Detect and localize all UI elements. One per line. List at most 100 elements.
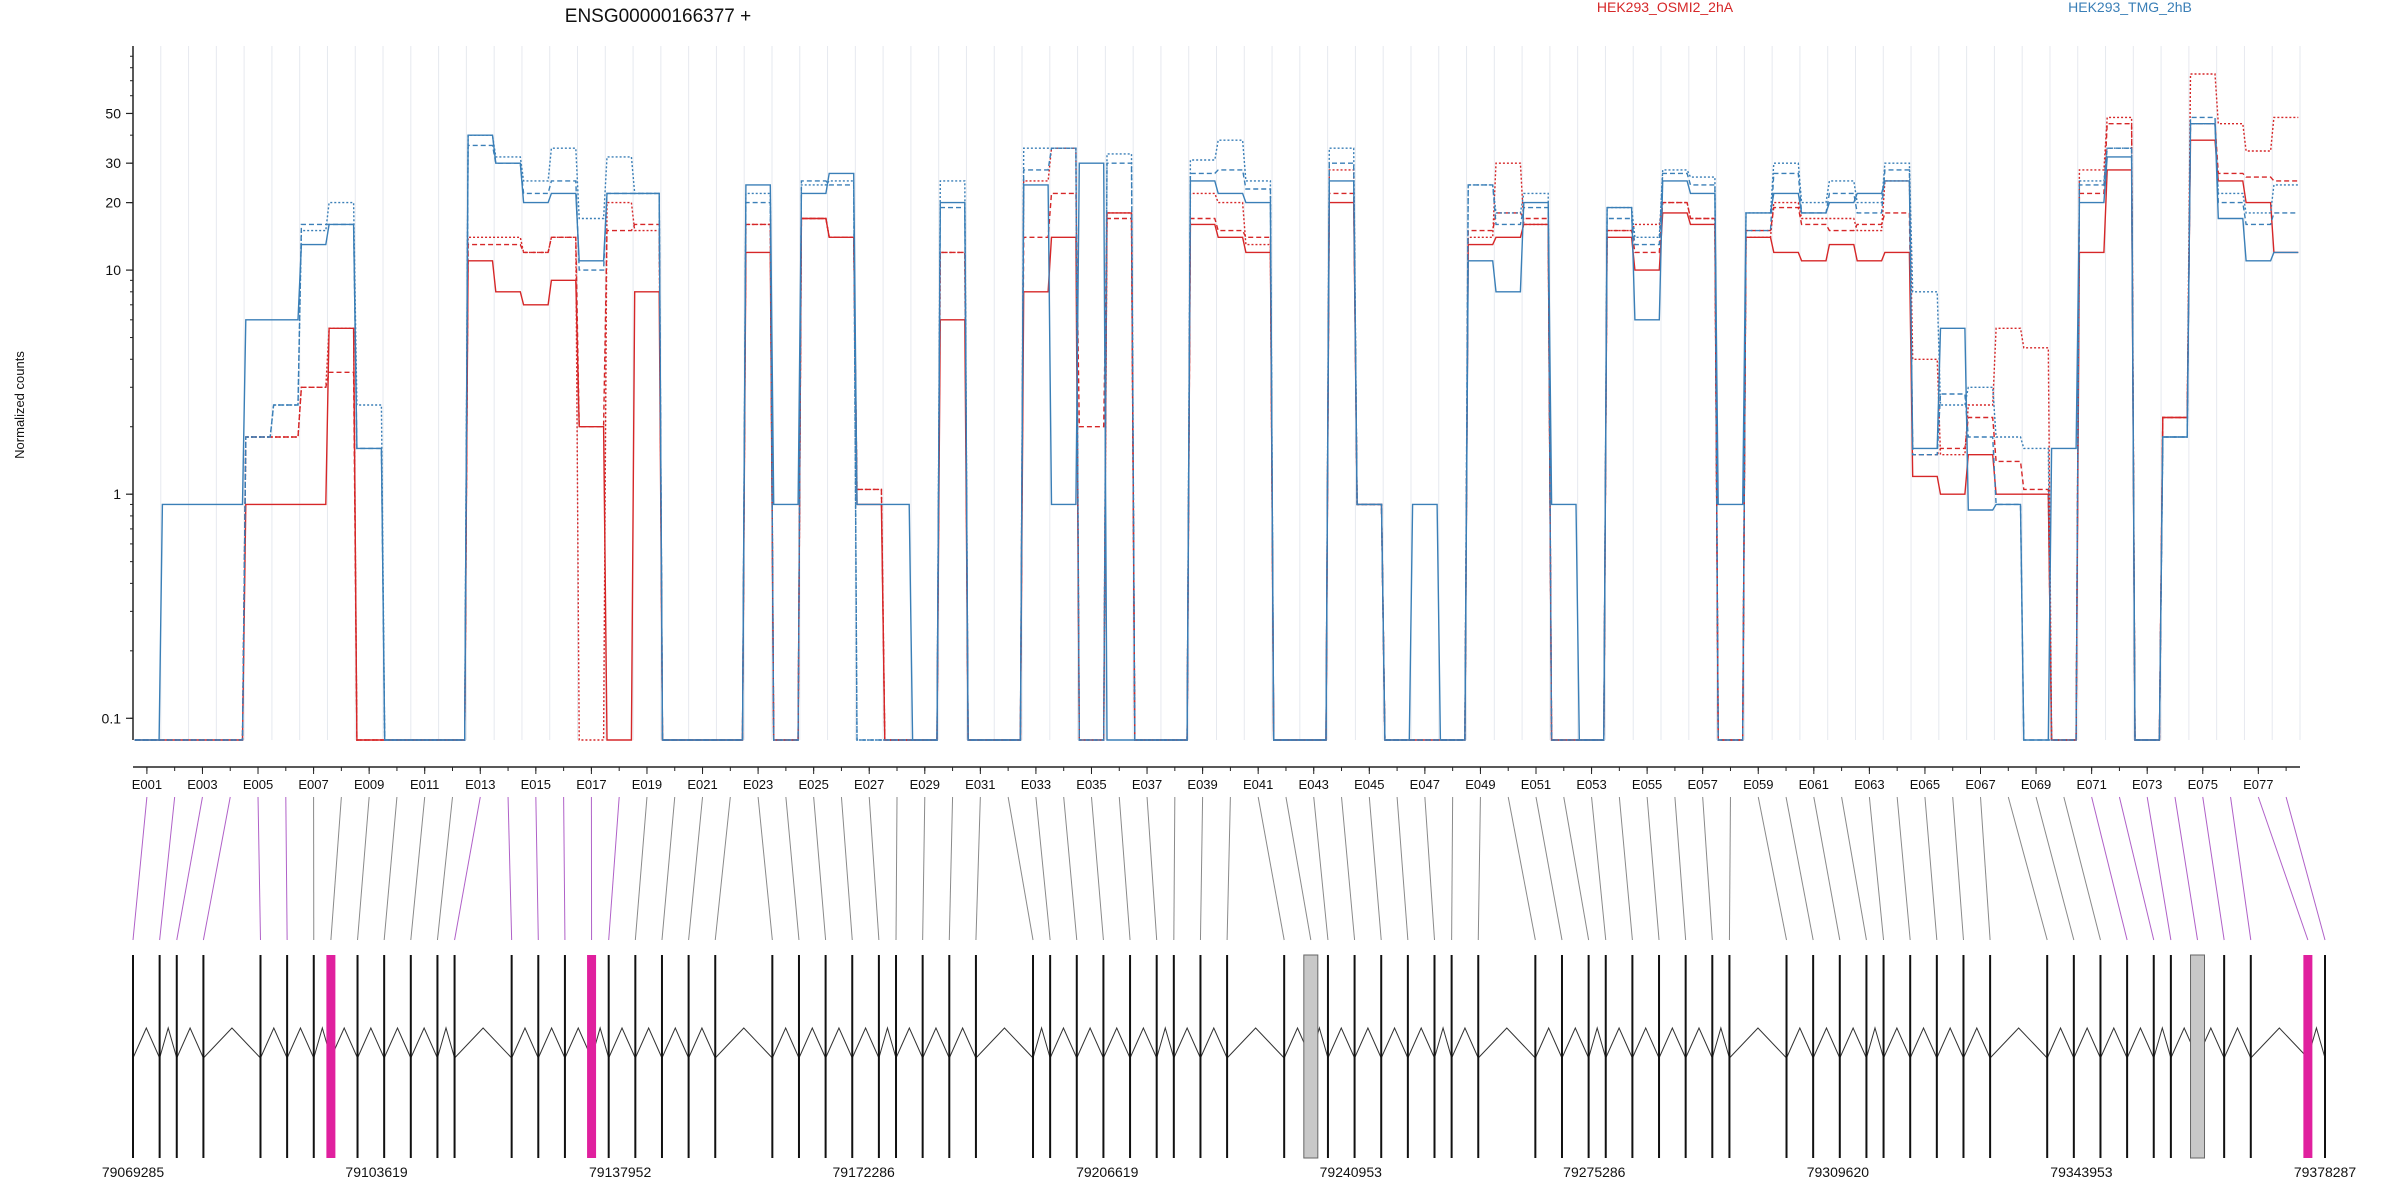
intron-connector xyxy=(661,1026,690,1059)
exon-block xyxy=(1353,955,1356,1158)
x-tick-label: E017 xyxy=(576,777,606,792)
exon-block xyxy=(1199,955,1202,1158)
intron-connector xyxy=(1605,1026,1633,1059)
gene-model-track xyxy=(132,954,2326,1159)
intron-connector xyxy=(1226,1027,1285,1059)
exon-block xyxy=(771,955,774,1158)
exon-block xyxy=(2249,955,2252,1158)
exon-connector xyxy=(1226,796,1231,941)
exon-block xyxy=(1560,955,1563,1158)
exon-block xyxy=(312,955,315,1158)
intron-connector xyxy=(1102,1026,1131,1059)
intron-connector xyxy=(688,1026,716,1059)
series-line-5 xyxy=(134,116,2299,741)
exon-connector xyxy=(507,796,513,941)
x-tick-label: E071 xyxy=(2076,777,2106,792)
intron-connector xyxy=(1407,1026,1435,1059)
exon-block xyxy=(1075,955,1078,1158)
intron-connector xyxy=(1477,1027,1536,1059)
exon-connector xyxy=(661,796,676,941)
intron-connector xyxy=(2250,1027,2309,1059)
exon-block xyxy=(1785,955,1788,1158)
exon-block xyxy=(2324,955,2326,1158)
chart-title: ENSG00000166377 + xyxy=(565,6,751,27)
intron-connector xyxy=(798,1026,827,1059)
exon-block xyxy=(259,955,262,1158)
intron-connector xyxy=(454,1027,513,1059)
intron-connector xyxy=(1658,1026,1687,1059)
genomic-coordinate-label: 79275286 xyxy=(1563,1164,1626,1180)
exon-connector xyxy=(285,796,288,941)
exon-connector xyxy=(1313,796,1329,941)
x-tick-label: E051 xyxy=(1521,777,1551,792)
exon-block xyxy=(1711,955,1714,1158)
intron-connector xyxy=(176,1026,204,1059)
x-tick-label: E065 xyxy=(1910,777,1940,792)
x-tick-label: E049 xyxy=(1465,777,1495,792)
exon-block xyxy=(660,955,663,1158)
exon-connector xyxy=(948,796,954,941)
exon-block xyxy=(607,955,610,1158)
intron-connector xyxy=(1156,1026,1175,1059)
exon-block xyxy=(1303,954,1319,1159)
x-tick-label: E043 xyxy=(1299,777,1329,792)
exon-block xyxy=(453,955,456,1158)
exon-connector xyxy=(357,796,370,941)
exon-connector xyxy=(1924,796,1938,941)
exon-connector xyxy=(1451,796,1454,941)
exon-connector xyxy=(1477,796,1481,941)
exon-connector xyxy=(1868,796,1885,941)
x-tick-label: E011 xyxy=(410,777,439,792)
intron-connector xyxy=(1631,1026,1660,1059)
exon-block xyxy=(1380,955,1383,1158)
exon-connector xyxy=(840,796,853,941)
exon-block xyxy=(1032,955,1035,1158)
exon-block xyxy=(2072,955,2075,1158)
x-tick-label: E059 xyxy=(1743,777,1773,792)
exon-connector xyxy=(563,796,566,941)
exon-connector xyxy=(1199,796,1204,941)
exon-connector xyxy=(1285,796,1312,941)
exon-block xyxy=(687,955,690,1158)
exon-block xyxy=(1935,955,1938,1158)
x-tick-label: E063 xyxy=(1854,777,1884,792)
intron-connector xyxy=(2223,1026,2252,1059)
intron-connector xyxy=(1936,1026,1964,1059)
intron-connector xyxy=(1434,1026,1453,1059)
exon-block xyxy=(1406,955,1409,1158)
exon-block xyxy=(1226,955,1229,1158)
exon-block xyxy=(1049,955,1052,1158)
exon-block xyxy=(175,955,178,1158)
exon-block xyxy=(1172,955,1175,1158)
intron-connector xyxy=(2126,1026,2155,1059)
x-tick-label: E041 xyxy=(1243,777,1273,792)
exon-block xyxy=(1909,955,1912,1158)
exon-connector xyxy=(922,796,926,941)
exon-connector xyxy=(1841,796,1867,941)
exon-block xyxy=(1102,955,1105,1158)
exon-connector xyxy=(2063,796,2101,941)
exon-connector xyxy=(1146,796,1158,941)
legend-series-tmg: HEK293_TMG_2hB xyxy=(2068,0,2192,15)
exon-connector xyxy=(813,796,827,941)
intron-connector xyxy=(511,1026,539,1059)
exon-block xyxy=(587,955,597,1158)
x-tick-label: E047 xyxy=(1410,777,1440,792)
genomic-coordinate-label: 79206619 xyxy=(1076,1164,1139,1180)
x-tick-label: E067 xyxy=(1965,777,1995,792)
x-tick-label: E061 xyxy=(1799,777,1829,792)
exon-block xyxy=(1326,955,1329,1158)
exon-connector xyxy=(1980,796,1991,941)
exon-connector xyxy=(2091,796,2128,941)
exon-block xyxy=(356,955,359,1158)
exon-connector xyxy=(1035,796,1051,941)
exon-connector xyxy=(159,796,176,941)
exon-connector xyxy=(714,796,731,941)
x-tick-label: E005 xyxy=(243,777,273,792)
intron-connector xyxy=(771,1026,800,1059)
intron-connector xyxy=(1049,1026,1078,1059)
exon-block xyxy=(974,955,977,1158)
intron-connector xyxy=(1129,1026,1158,1059)
exon-block xyxy=(409,955,412,1158)
